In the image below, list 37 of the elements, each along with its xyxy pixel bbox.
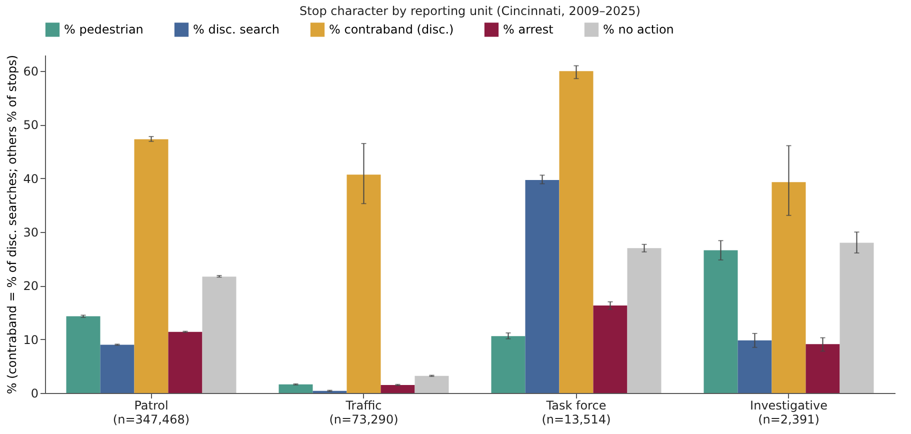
y-tick-label: 40 bbox=[23, 172, 38, 186]
bar bbox=[840, 242, 874, 393]
y-axis-title: % (contraband = % of disc. searches; others % of stops) bbox=[5, 54, 20, 394]
bar bbox=[346, 174, 381, 393]
x-tick-label: Traffic (n=73,290) bbox=[329, 398, 398, 426]
bar bbox=[559, 71, 594, 393]
legend-label: % pedestrian bbox=[64, 22, 144, 37]
bar bbox=[704, 250, 738, 393]
y-tick-label: 50 bbox=[23, 118, 38, 132]
bar bbox=[380, 384, 415, 393]
bar bbox=[202, 276, 236, 393]
bar bbox=[525, 180, 560, 393]
legend-label: % contraband (disc.) bbox=[329, 22, 454, 37]
chart-title: Stop character by reporting unit (Cincinnati, 2009–2025) bbox=[300, 4, 640, 18]
bar bbox=[134, 139, 168, 393]
bar bbox=[593, 306, 628, 393]
bar bbox=[491, 336, 526, 393]
y-tick-label: 0 bbox=[30, 386, 38, 400]
x-tick-label: Patrol (n=347,468) bbox=[112, 398, 190, 426]
y-tick-label: 20 bbox=[23, 279, 38, 294]
legend-label: % no action bbox=[603, 22, 674, 37]
y-tick-label: 30 bbox=[23, 226, 38, 240]
bar bbox=[806, 344, 840, 393]
bar bbox=[772, 182, 806, 393]
bar bbox=[66, 316, 100, 393]
legend-label: % arrest bbox=[503, 22, 554, 37]
bar bbox=[168, 332, 202, 393]
y-tick-label: 10 bbox=[23, 332, 38, 347]
bar bbox=[414, 376, 449, 393]
bar bbox=[278, 384, 313, 393]
legend-label: % disc. search bbox=[193, 22, 280, 37]
y-tick-label: 60 bbox=[23, 64, 38, 79]
x-tick-label: Task force (n=13,514) bbox=[542, 398, 611, 426]
x-tick-label: Investigative (n=2,391) bbox=[750, 398, 828, 426]
bar bbox=[100, 344, 134, 393]
bar bbox=[738, 340, 772, 393]
bar bbox=[627, 248, 662, 393]
